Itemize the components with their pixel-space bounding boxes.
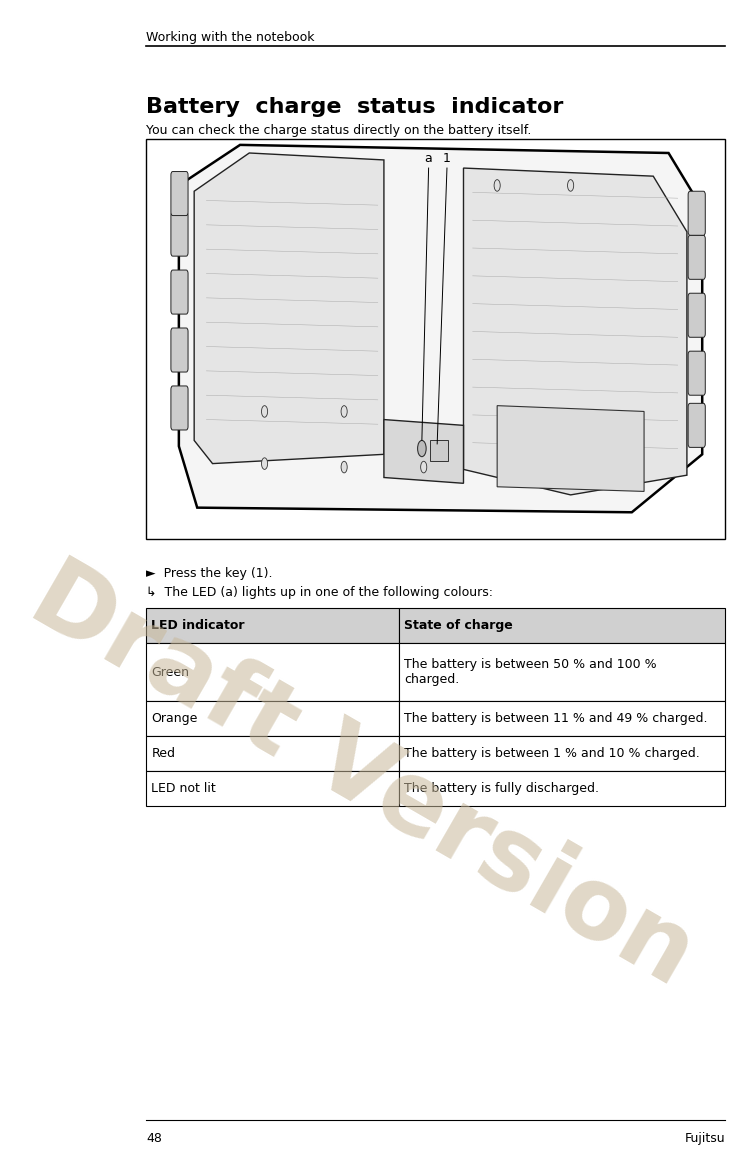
Text: ↳  The LED (a) lights up in one of the following colours:: ↳ The LED (a) lights up in one of the fo…: [146, 586, 493, 599]
Text: Green: Green: [151, 665, 189, 679]
FancyBboxPatch shape: [171, 328, 188, 372]
Text: LED indicator: LED indicator: [151, 619, 245, 633]
Text: The battery is between 11 % and 49 % charged.: The battery is between 11 % and 49 % cha…: [404, 712, 708, 726]
FancyBboxPatch shape: [171, 270, 188, 314]
Polygon shape: [179, 145, 702, 512]
Bar: [146, 643, 399, 701]
Bar: [399, 701, 726, 736]
Text: Orange: Orange: [151, 712, 197, 726]
Text: a: a: [424, 152, 433, 165]
Circle shape: [341, 461, 347, 473]
Polygon shape: [384, 420, 464, 483]
Circle shape: [494, 180, 500, 191]
Text: Battery  charge  status  indicator: Battery charge status indicator: [146, 97, 564, 117]
Text: 1: 1: [443, 152, 451, 165]
Bar: [146, 771, 399, 806]
Text: Draft Version: Draft Version: [14, 547, 711, 1006]
Bar: [146, 139, 726, 539]
Text: Working with the notebook: Working with the notebook: [146, 31, 315, 44]
Bar: [399, 736, 726, 771]
Circle shape: [418, 440, 426, 457]
Circle shape: [261, 406, 268, 417]
Bar: [399, 643, 726, 701]
FancyBboxPatch shape: [688, 293, 706, 337]
Text: The battery is fully discharged.: The battery is fully discharged.: [404, 781, 599, 795]
Text: Red: Red: [151, 746, 175, 760]
Circle shape: [341, 406, 347, 417]
FancyBboxPatch shape: [171, 172, 188, 216]
Text: 48: 48: [146, 1132, 162, 1145]
Text: LED not lit: LED not lit: [151, 781, 216, 795]
Bar: [399, 771, 726, 806]
Text: You can check the charge status directly on the battery itself.: You can check the charge status directly…: [146, 124, 532, 137]
FancyBboxPatch shape: [688, 235, 706, 279]
Bar: [146, 701, 399, 736]
Polygon shape: [497, 406, 644, 491]
FancyBboxPatch shape: [688, 351, 706, 395]
FancyBboxPatch shape: [688, 403, 706, 447]
Bar: [146, 608, 399, 643]
Polygon shape: [194, 153, 384, 464]
Polygon shape: [464, 168, 687, 495]
Circle shape: [261, 458, 268, 469]
Text: State of charge: State of charge: [404, 619, 513, 633]
Circle shape: [568, 180, 574, 191]
Circle shape: [421, 461, 427, 473]
FancyBboxPatch shape: [171, 386, 188, 430]
FancyBboxPatch shape: [688, 191, 706, 235]
Text: ►  Press the key (1).: ► Press the key (1).: [146, 567, 273, 580]
Bar: [146, 736, 399, 771]
Bar: [430, 440, 448, 461]
Text: Fujitsu: Fujitsu: [685, 1132, 726, 1145]
Bar: [399, 608, 726, 643]
Text: The battery is between 1 % and 10 % charged.: The battery is between 1 % and 10 % char…: [404, 746, 700, 760]
FancyBboxPatch shape: [171, 212, 188, 256]
Text: The battery is between 50 % and 100 %
charged.: The battery is between 50 % and 100 % ch…: [404, 658, 657, 686]
